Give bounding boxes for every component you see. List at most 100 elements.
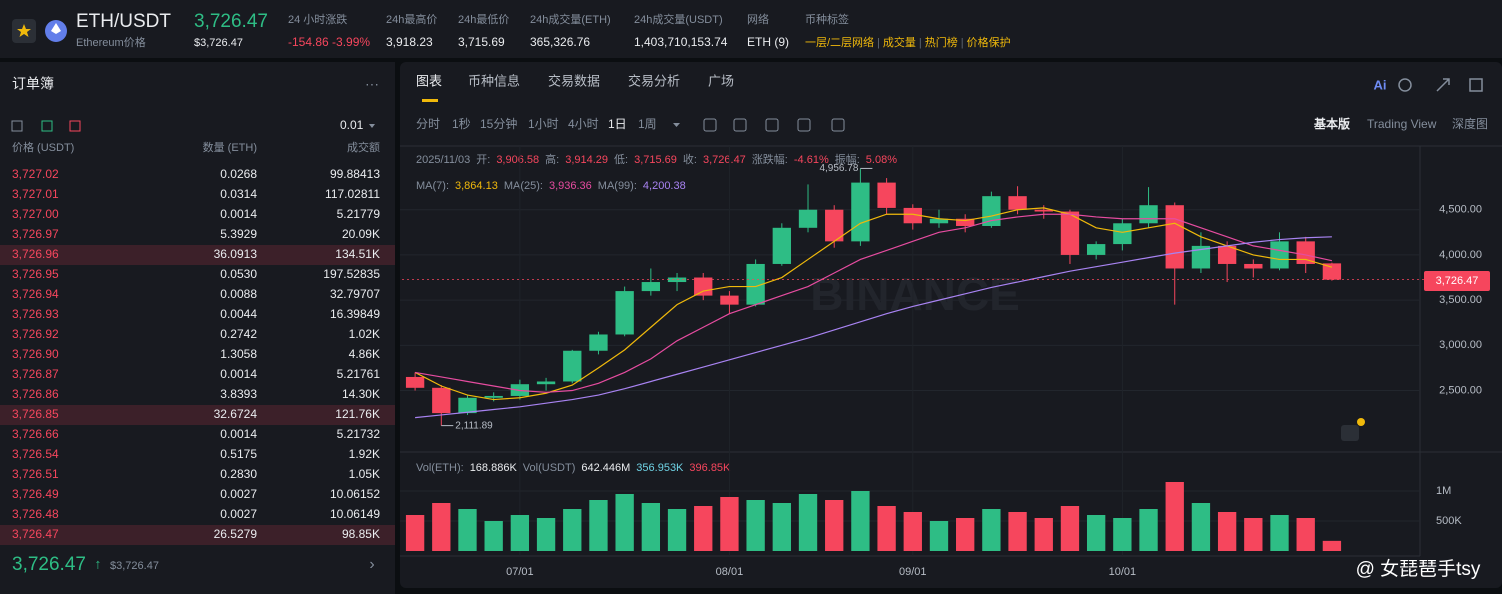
alert-icon[interactable] [1341, 425, 1359, 441]
view-option[interactable]: Trading View [1367, 117, 1437, 131]
info-text: 3,936.36 [549, 180, 592, 192]
candle-body [1034, 209, 1053, 212]
both-view-icon[interactable] [11, 120, 23, 132]
ask-price: 3,726.66 [12, 427, 59, 441]
tab[interactable]: 交易分析 [628, 73, 680, 88]
tool-icon[interactable] [831, 118, 845, 132]
info-text: 3,726.47 [703, 154, 746, 166]
candle-body [1165, 205, 1184, 269]
candle-body [536, 381, 556, 385]
tab[interactable]: 图表 [416, 73, 442, 88]
tool-icon[interactable] [797, 118, 811, 132]
footer-arrow: ↑ [95, 556, 102, 572]
volume-bar [825, 500, 844, 551]
layout-icon[interactable] [1469, 78, 1483, 92]
ask-total: 5.21732 [337, 427, 381, 441]
bell-icon[interactable] [1398, 78, 1412, 92]
interval[interactable]: 15分钟 [480, 116, 517, 131]
interval[interactable]: 分时 [416, 117, 440, 131]
info-text: 3,864.13 [455, 180, 498, 192]
view-option[interactable]: 基本版 [1313, 116, 1350, 131]
ask-qty: 36.0913 [214, 247, 258, 261]
stat-value: 3,918.23 [386, 35, 433, 49]
ask-total: 5.21779 [337, 207, 381, 221]
tool-icon[interactable] [733, 118, 747, 132]
vol-tick-label: 1M [1436, 485, 1451, 497]
tool-icon[interactable] [765, 118, 779, 132]
candle-body [877, 182, 896, 208]
ask-qty: 0.0314 [220, 187, 257, 201]
ask-qty: 0.0268 [220, 167, 257, 181]
ask-total: 99.88413 [330, 167, 380, 181]
ask-qty: 0.0530 [220, 267, 257, 281]
pair: ETH/USDT [76, 11, 171, 32]
sub-name: Ethereum价格 [76, 35, 146, 49]
info-text: 振幅: [835, 152, 860, 166]
view-option[interactable]: 深度图 [1452, 116, 1488, 131]
expand-icon[interactable] [1436, 78, 1450, 92]
ask-price: 3,726.90 [12, 347, 59, 361]
tab[interactable]: 币种信息 [468, 73, 520, 88]
tab[interactable]: 交易数据 [548, 73, 600, 88]
usd-price: $3,726.47 [194, 37, 243, 49]
tag[interactable]: 成交量 [883, 35, 916, 49]
candle-body [903, 207, 922, 224]
ask-price: 3,726.48 [12, 507, 59, 521]
info-text: MA(99): [598, 180, 637, 192]
info-text: Vol(ETH): [416, 462, 464, 474]
x-tick-label: 09/01 [899, 566, 927, 578]
interval[interactable]: 1秒 [452, 117, 471, 131]
orderbook-title: 订单簿 [12, 76, 54, 92]
footer-chevron[interactable]: › [369, 556, 374, 573]
interval[interactable]: 1周 [638, 117, 657, 131]
stat-label: 网络 [747, 12, 769, 26]
orderbook-panel [0, 62, 395, 594]
ask-total: 117.02811 [325, 187, 380, 201]
ask-price: 3,726.94 [12, 287, 59, 301]
candle-body [746, 263, 765, 305]
star-icon [17, 24, 31, 37]
interval[interactable]: 4小时 [568, 117, 599, 131]
tag[interactable]: 价格保护 [967, 35, 1011, 49]
ask-price: 3,727.00 [12, 207, 59, 221]
interval[interactable]: 1日 [608, 117, 627, 131]
ask-qty: 26.5279 [214, 527, 258, 541]
ask-total: 1.92K [349, 447, 380, 461]
stat-label: 24 小时涨跌 [288, 12, 347, 26]
volume-bar [458, 509, 477, 551]
volume-bar [536, 518, 556, 551]
row-highlight [0, 405, 395, 425]
volume-bar [694, 506, 713, 551]
volume-bar [1191, 503, 1211, 551]
ask-total: 10.06152 [330, 487, 380, 501]
interval[interactable]: 1小时 [528, 117, 559, 131]
candle-body [563, 350, 582, 382]
y-tick-label: 3,000.00 [1439, 339, 1482, 351]
tag[interactable]: 一层/二层网络 [805, 35, 874, 49]
info-text: 396.85K [689, 462, 731, 474]
footer-price: 3,726.47 [12, 554, 86, 575]
row-highlight [0, 245, 395, 265]
stat-value: 365,326.76 [530, 35, 590, 49]
ai-button[interactable]: Ai [1374, 77, 1387, 92]
more-button[interactable]: ··· [365, 76, 379, 92]
ask-total: 134.51K [335, 247, 380, 261]
ask-price: 3,726.95 [12, 267, 59, 281]
stat-value: ETH (9) [747, 35, 789, 49]
ask-price: 3,726.93 [12, 307, 59, 321]
volume-bar [1165, 482, 1184, 551]
stat-value: 3,715.69 [458, 35, 505, 49]
tab[interactable]: 广场 [708, 73, 734, 88]
asks-view-icon[interactable] [69, 120, 81, 132]
stat-value: 1,403,710,153.74 [634, 35, 728, 49]
ma-line [415, 236, 1332, 419]
ask-qty: 0.0014 [220, 207, 257, 221]
tool-icon[interactable] [703, 118, 717, 132]
stat-label: 24h最低价 [458, 13, 509, 26]
info-text: 5.08% [866, 154, 897, 166]
tag[interactable]: 热门榜 [925, 35, 958, 49]
bids-view-icon[interactable] [41, 120, 53, 132]
ask-qty: 0.0044 [220, 307, 257, 321]
precision-select[interactable]: 0.01 [340, 118, 364, 132]
